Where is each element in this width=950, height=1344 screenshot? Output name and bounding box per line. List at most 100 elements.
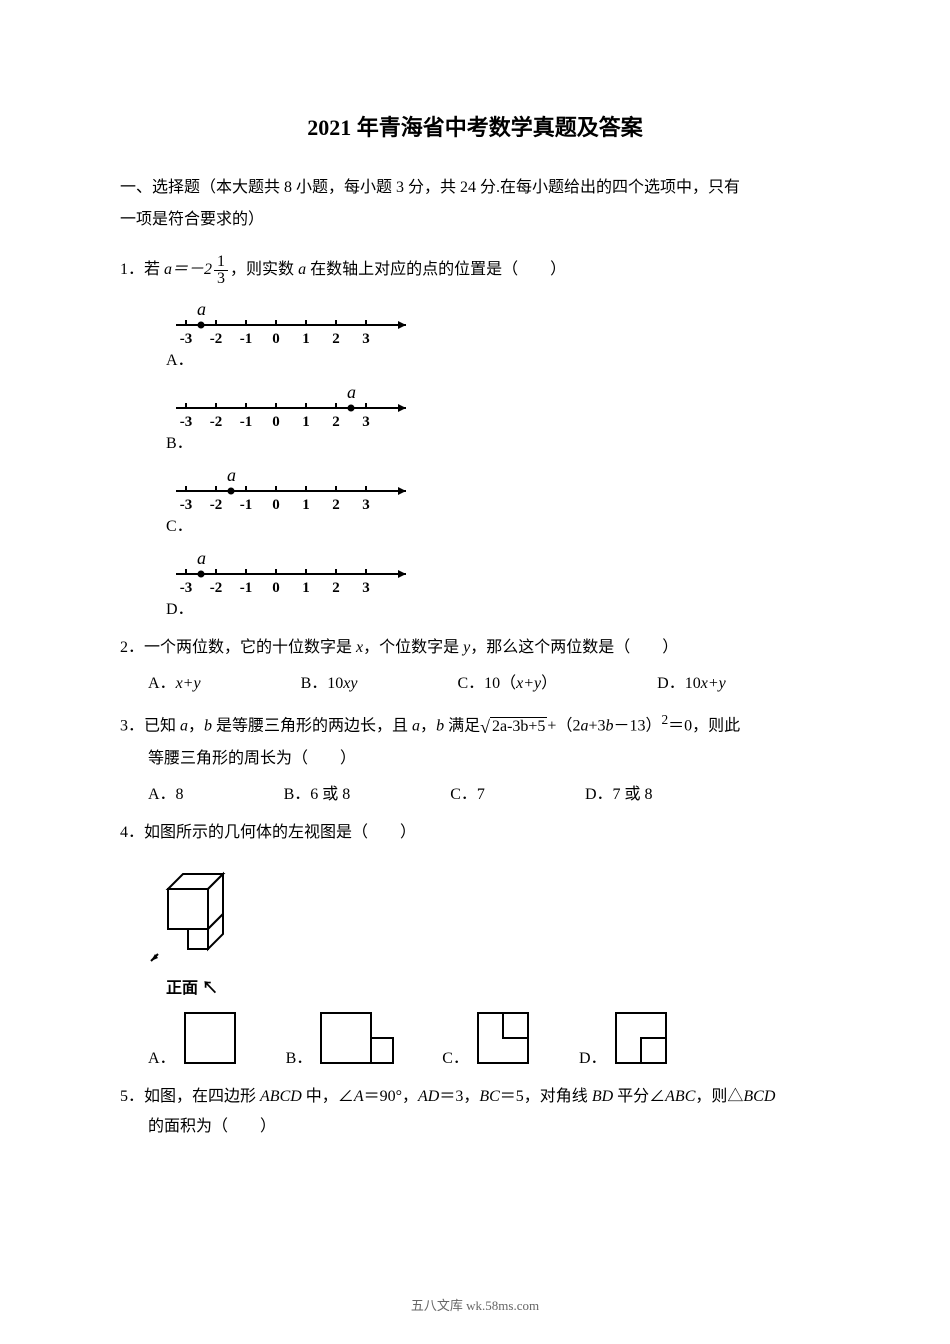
q2-opt-c-val: x+y — [516, 675, 541, 692]
front-label: 正面 ↖ — [166, 974, 830, 998]
q3-opt-b: B．6 或 8 — [284, 780, 351, 804]
svg-text:-2: -2 — [210, 331, 223, 345]
ticks-b: -3-2-10123 — [180, 403, 370, 428]
a-marker-b: a — [347, 382, 356, 402]
q2-opt-c-label: C．10（ — [457, 675, 516, 692]
q1-opt-c-label: C． — [166, 518, 193, 535]
q1-option-a: -3-2-10123 a A． — [166, 295, 830, 370]
svg-text:-3: -3 — [180, 414, 193, 428]
sqrt-expr: √2a-3b+5 — [480, 710, 547, 744]
q3-prefix: 3．已知 — [120, 718, 180, 735]
svg-text:-2: -2 — [210, 580, 223, 594]
ticks-d: -3-2-10123 — [180, 569, 370, 594]
q1-opt-b-label: B． — [166, 435, 193, 452]
q4-opt-b: B． — [286, 1008, 397, 1068]
svg-text:-3: -3 — [180, 331, 193, 345]
question-1: 1．若 a＝－213，则实数 a 在数轴上对应的点的位置是（ ） -3-2-10… — [120, 254, 830, 619]
q3-options: A．8 B．6 或 8 C．7 D．7 或 8 — [120, 780, 830, 804]
svg-text:-1: -1 — [240, 497, 253, 511]
question-2: 2．一个两位数，它的十位数字是 x，个位数字是 y，那么这个两位数是（ ） A．… — [120, 633, 830, 693]
q2-opt-a: A．x+y — [148, 669, 201, 693]
q1-suffix: ，则实数 — [230, 261, 298, 278]
q4-opt-d-label: D． — [579, 1044, 607, 1068]
q3-text: 3．已知 a，b 是等腰三角形的两边长，且 a，b 满足√2a-3b+5+（2a… — [120, 707, 830, 744]
svg-text:-3: -3 — [180, 497, 193, 511]
number-line-b: -3-2-10123 a — [166, 378, 426, 428]
q5-BD: BD — [592, 1088, 613, 1105]
q3-mid2: 是等腰三角形的两边长，且 — [212, 718, 412, 735]
q5-text: 5．如图，在四边形 ABCD 中，∠A＝90°，AD＝3，BC＝5，对角线 BD… — [120, 1082, 830, 1112]
q5-BC: BC — [479, 1088, 499, 1105]
svg-text:3: 3 — [362, 580, 370, 594]
page-footer: 五八文库 wk.58ms.com — [0, 1295, 950, 1314]
q2-opt-c: C．10（x+y） — [457, 669, 557, 693]
q1-prefix: 若 — [144, 261, 164, 278]
question-5: 5．如图，在四边形 ABCD 中，∠A＝90°，AD＝3，BC＝5，对角线 BD… — [120, 1082, 830, 1143]
q4-opt-a-label: A． — [148, 1044, 176, 1068]
q5-mid6: ，则△ — [695, 1088, 743, 1105]
q4-opt-d: D． — [579, 1008, 671, 1068]
svg-text:-3: -3 — [180, 580, 193, 594]
q3-radicand: 2a-3b+5 — [490, 717, 547, 735]
q2-text: 2．一个两位数，它的十位数字是 x，个位数字是 y，那么这个两位数是（ ） — [120, 633, 830, 663]
svg-text:-1: -1 — [240, 580, 253, 594]
solid-figure — [148, 859, 248, 969]
q3-mid3: ， — [420, 718, 436, 735]
intro-line1: 一、选择题（本大题共 8 小题，每小题 3 分，共 24 分.在每小题给出的四个… — [120, 179, 740, 196]
q1-suffix2: 在数轴上对应的点的位置是（ ） — [306, 261, 566, 278]
q2-opt-a-val: x+y — [176, 675, 201, 692]
q2-opt-b-val: xy — [343, 675, 357, 692]
svg-text:0: 0 — [272, 497, 280, 511]
q4-opt-c-label: C． — [442, 1044, 469, 1068]
q2-opt-d-label: D．10 — [657, 675, 701, 692]
q3-eq: ＝0，则此 — [668, 718, 740, 735]
q3-after-sqrt: +（2 — [547, 718, 580, 735]
q2-mid2: ，那么这个两位数是（ ） — [470, 639, 678, 656]
q3-opt-a: A．8 — [148, 780, 184, 804]
q5-ABC: ABC — [665, 1088, 695, 1105]
radical-sign: √ — [480, 717, 490, 737]
q2-prefix: 2．一个两位数，它的十位数字是 — [120, 639, 356, 656]
q5-line2: 的面积为（ ） — [120, 1112, 830, 1142]
a-marker-d: a — [197, 548, 206, 568]
q1-option-b: -3-2-10123 a B． — [166, 378, 830, 453]
q4-opt-a: A． — [148, 1008, 240, 1068]
svg-text:-1: -1 — [240, 331, 253, 345]
svg-text:0: 0 — [272, 414, 280, 428]
q1-frac-num: 1 — [214, 254, 228, 271]
q3-opt-d: D．7 或 8 — [585, 780, 653, 804]
page-title: 2021 年青海省中考数学真题及答案 — [120, 110, 830, 142]
shape-b — [316, 1008, 396, 1068]
q1-fraction: 13 — [214, 254, 228, 287]
number-line-a: -3-2-10123 a — [166, 295, 426, 345]
q5-mid4: ＝5，对角线 — [500, 1088, 592, 1105]
a-marker-a: a — [197, 299, 206, 319]
svg-text:3: 3 — [362, 414, 370, 428]
q2-opt-d-val: x+y — [701, 675, 726, 692]
q3-a2: a — [412, 718, 420, 735]
q1-a-eq: a＝－2 — [164, 261, 212, 278]
a-marker-c: a — [227, 465, 236, 485]
q2-opt-b-label: B．10 — [301, 675, 344, 692]
q5-AD: AD — [418, 1088, 439, 1105]
ticks-c: -3-2-10123 — [180, 486, 370, 511]
q1-num: 1． — [120, 261, 144, 278]
shape-d — [611, 1008, 671, 1068]
q3-minus: －13） — [613, 718, 661, 735]
svg-text:2: 2 — [332, 414, 340, 428]
q5-BCD: BCD — [743, 1088, 775, 1105]
q3-line2: 等腰三角形的周长为（ ） — [120, 744, 830, 774]
q3-b: b — [204, 718, 212, 735]
q5-mid5: 平分∠ — [613, 1088, 665, 1105]
q4-opt-b-label: B． — [286, 1044, 313, 1068]
q1-a-var: a — [298, 261, 306, 278]
svg-text:2: 2 — [332, 580, 340, 594]
q5-mid2: ＝90°， — [364, 1088, 418, 1105]
q1-option-d: -3-2-10123 a D． — [166, 544, 830, 619]
q3-a: a — [180, 718, 188, 735]
front-label-text: 正面 — [166, 980, 198, 997]
svg-text:-1: -1 — [240, 414, 253, 428]
q3-plus: +3 — [588, 718, 605, 735]
svg-text:2: 2 — [332, 497, 340, 511]
shape-a — [180, 1008, 240, 1068]
